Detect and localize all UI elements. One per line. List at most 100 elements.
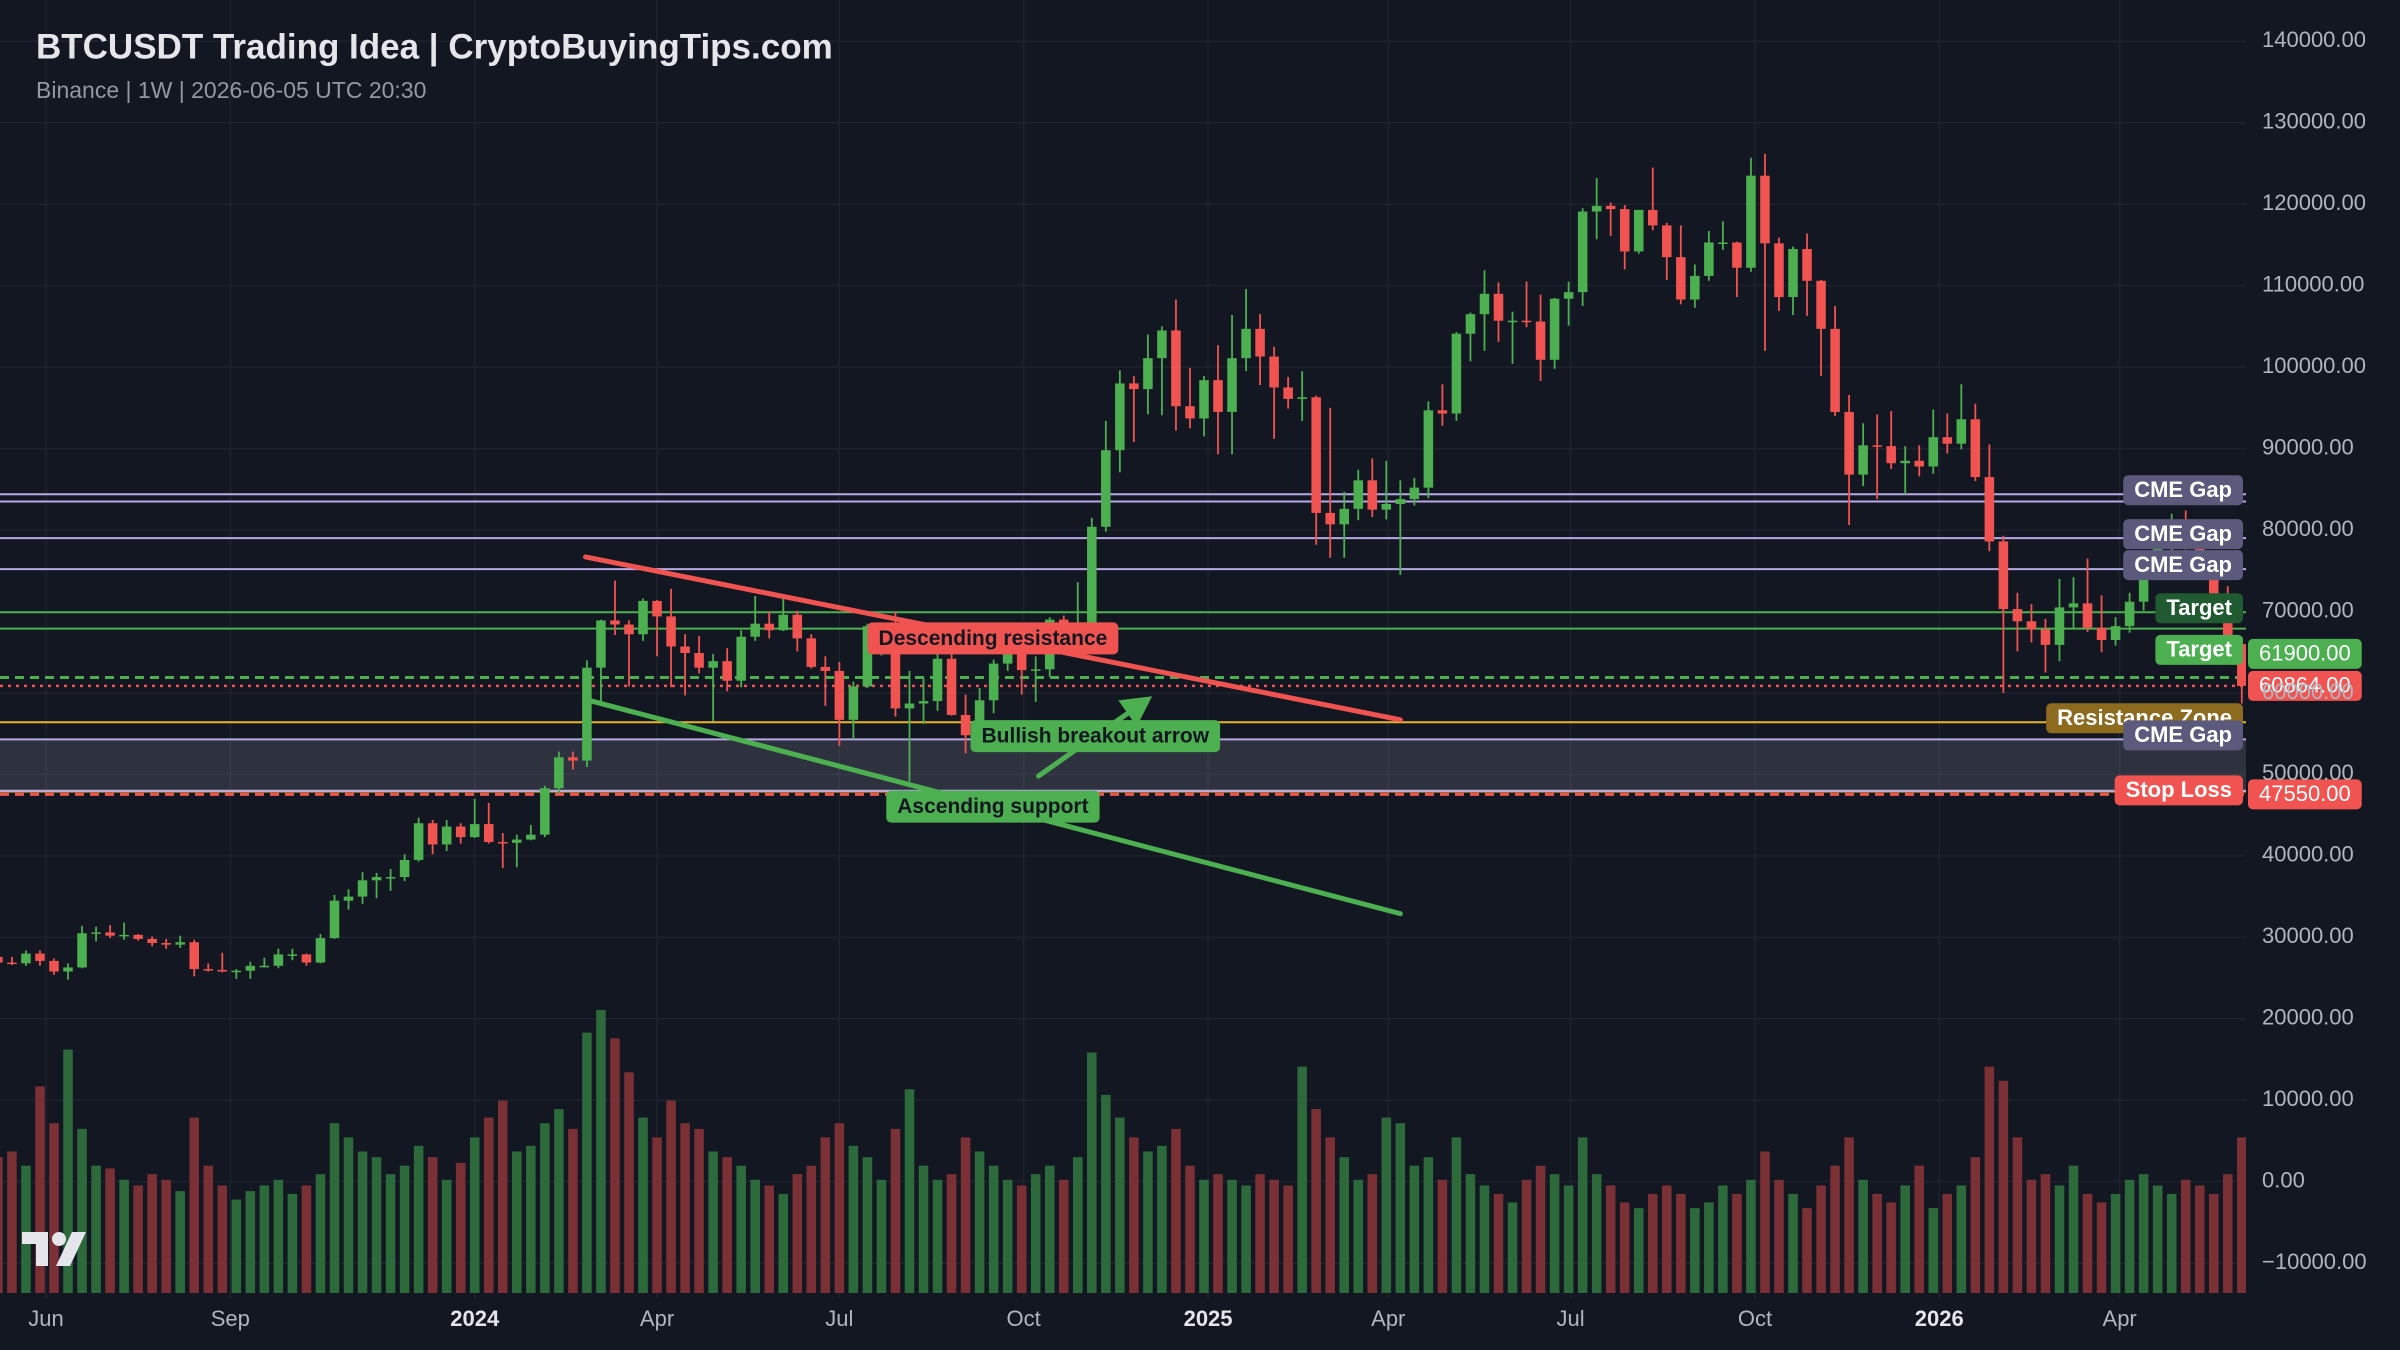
- price-box: 61900.00: [2248, 638, 2362, 669]
- chart-subtitle: Binance | 1W | 2026-06-05 UTC 20:30: [36, 77, 426, 103]
- volume-bar: [1998, 1080, 2009, 1293]
- label-box: [2123, 720, 2243, 751]
- label-box: [2123, 550, 2243, 581]
- volume-bar: [974, 1151, 985, 1293]
- candle-body: [357, 880, 368, 897]
- candle-body: [1928, 437, 1939, 467]
- volume-bar: [988, 1165, 999, 1293]
- candle-body: [2082, 603, 2093, 628]
- candle-body: [343, 896, 354, 901]
- candle-body: [1998, 541, 2009, 610]
- volume-bar: [582, 1032, 592, 1293]
- candle-body: [904, 703, 915, 709]
- candle-body: [1970, 419, 1981, 478]
- candle-body: [778, 614, 789, 631]
- candle-body: [708, 661, 718, 668]
- volume-bar: [890, 1128, 901, 1293]
- candle-body: [1662, 225, 1672, 258]
- candle-body: [1844, 411, 1854, 475]
- volume-bar: [1058, 1179, 1069, 1293]
- candle-body: [287, 954, 298, 956]
- level-label-text: CME Gap: [2134, 722, 2232, 747]
- grid: [0, 0, 2246, 1298]
- volume-bar: [2012, 1137, 2023, 1293]
- candle-body: [35, 953, 45, 961]
- volume-bar: [1325, 1137, 1335, 1293]
- trendline-label-text: Bullish breakout arrow: [982, 725, 1210, 748]
- volume-bar: [371, 1157, 382, 1293]
- y-tick-label: 30000.00: [2262, 923, 2354, 948]
- candle-body: [498, 842, 508, 844]
- y-tick-label: 110000.00: [2262, 271, 2364, 296]
- candle-body: [147, 938, 157, 944]
- candle-body: [596, 620, 606, 668]
- candle-body: [1381, 503, 1392, 510]
- volume-bar: [469, 1137, 480, 1293]
- volume-bar: [2180, 1179, 2191, 1293]
- candle-body: [217, 969, 228, 972]
- x-tick-label: Apr: [640, 1306, 674, 1331]
- candle-body: [1872, 445, 1882, 447]
- volume-bar: [932, 1179, 943, 1293]
- candle-body: [1493, 293, 1504, 321]
- candle-body: [385, 877, 396, 879]
- volume-bar: [1185, 1165, 1195, 1293]
- candle-body: [371, 877, 382, 881]
- candle-body: [1030, 669, 1041, 671]
- volume-bar: [91, 1165, 101, 1293]
- candle-body: [2096, 627, 2107, 640]
- candle-body: [722, 661, 732, 681]
- candle-body: [582, 667, 592, 761]
- candle-body: [2138, 570, 2149, 602]
- volume-bar: [427, 1157, 438, 1293]
- candle-body: [1886, 446, 1896, 464]
- level-label-text: Stop Loss: [2126, 777, 2232, 802]
- candle-body: [1984, 477, 1995, 542]
- candle-body: [946, 658, 957, 715]
- candle-body: [1802, 249, 1812, 281]
- candle-body: [1437, 410, 1448, 414]
- volume-bar: [2152, 1185, 2163, 1293]
- candle-body: [91, 932, 101, 934]
- candle-body: [638, 600, 648, 635]
- candle-body: [315, 938, 326, 963]
- candle-body: [2026, 621, 2037, 630]
- volume-bar: [540, 1123, 550, 1293]
- y-tick-label: 100000.00: [2262, 353, 2366, 378]
- volume-bar: [1002, 1179, 1013, 1293]
- volume-bar: [554, 1109, 564, 1293]
- candle-body: [245, 965, 256, 971]
- candle-body: [273, 954, 284, 966]
- arrow-head: [1118, 696, 1153, 727]
- level-label-text: CME Gap: [2134, 477, 2232, 502]
- volume-bar: [1227, 1179, 1237, 1293]
- candle-body: [932, 658, 943, 702]
- candle-body: [1115, 383, 1125, 451]
- volume-bar: [638, 1117, 648, 1293]
- volume-bar: [1746, 1179, 1756, 1293]
- trendline-label-text: Ascending support: [897, 795, 1088, 818]
- label-box: [886, 790, 1100, 823]
- candle-body: [1605, 205, 1616, 210]
- volume-bar: [385, 1174, 396, 1293]
- volume-bar: [778, 1193, 789, 1293]
- volume-bar: [0, 1157, 3, 1293]
- candle-body: [259, 965, 270, 968]
- x-tick-label: Apr: [2103, 1306, 2137, 1331]
- candle-body: [63, 967, 73, 972]
- volume-bar: [1143, 1151, 1153, 1293]
- label-box: [2248, 670, 2362, 701]
- volume-bar: [2026, 1179, 2037, 1293]
- candle-body: [161, 943, 171, 945]
- candle-body: [1535, 321, 1546, 360]
- y-tick-label: 40000.00: [2262, 842, 2354, 867]
- candle-body: [988, 663, 999, 701]
- candle-body: [1087, 526, 1097, 627]
- candle-body: [750, 623, 760, 637]
- volume-bar: [848, 1145, 859, 1293]
- x-tick-label: 2026: [1915, 1306, 1964, 1331]
- volume-bar: [77, 1128, 87, 1293]
- volume-bar: [161, 1179, 171, 1293]
- y-tick-label: 0.00: [2262, 1167, 2305, 1192]
- level-label: CME Gap: [2123, 519, 2243, 550]
